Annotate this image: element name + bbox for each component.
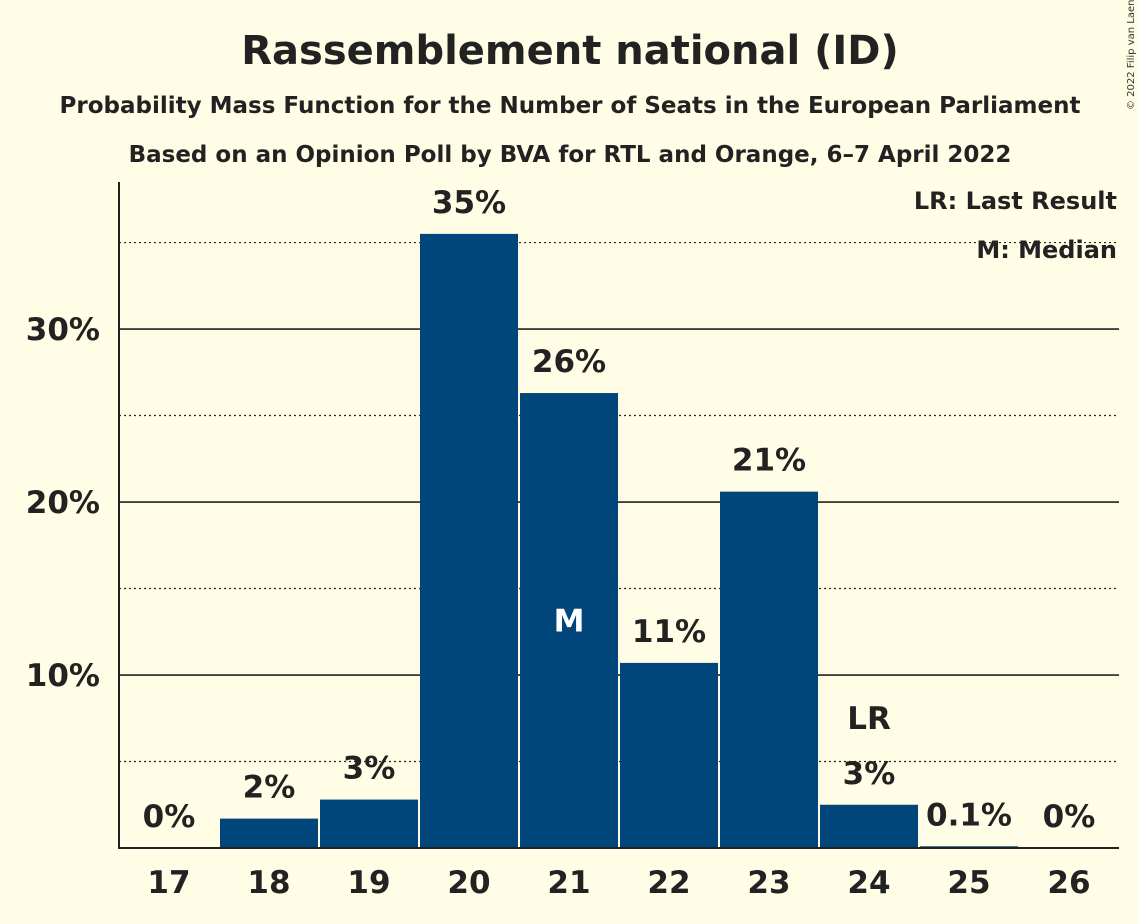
y-tick-label: 20% [26,485,100,521]
x-tick-label-25: 25 [947,865,990,901]
x-tick-label-17: 17 [147,865,190,901]
copyright-note: © 2022 Filip van Laenen [1126,0,1137,110]
data-label-25: 0.1% [926,797,1012,833]
x-tick-label-19: 19 [347,865,390,901]
data-label-21: 26% [532,344,606,380]
y-axis-ticks: 10% 20% 30% [26,312,100,694]
bar-21 [520,393,618,848]
x-tick-label-24: 24 [847,865,890,901]
bar-20 [420,233,518,848]
legend-item-median: M: Median [976,236,1117,264]
data-labels: 0% 2% 3% 35% 26% M 11% 21% 3% LR 0.1% 0% [143,185,1096,835]
chart-title: Rassemblement national (ID) [241,28,899,74]
bar-19 [320,799,418,848]
legend: LR: Last Result M: Median [914,187,1117,264]
y-tick-label: 30% [26,312,100,348]
y-tick-label: 10% [26,658,100,694]
chart-subtitle-source: Based on an Opinion Poll by BVA for RTL … [129,142,1012,168]
x-axis-ticks: 17 18 19 20 21 22 23 24 25 26 [147,865,1090,901]
data-label-24: 3% [843,756,896,792]
median-marker: M [554,604,585,640]
x-tick-label-20: 20 [447,865,490,901]
data-label-17: 0% [143,799,196,835]
legend-item-last-result: LR: Last Result [914,187,1117,215]
gridlines [119,241,1119,763]
bar-22 [620,662,718,848]
bar-18 [220,818,318,848]
x-tick-label-22: 22 [647,865,690,901]
data-label-23: 21% [732,443,806,479]
data-label-18: 2% [243,770,296,806]
chart-subtitle: Probability Mass Function for the Number… [60,93,1081,119]
x-tick-label-18: 18 [247,865,290,901]
data-label-19: 3% [343,751,396,787]
bars [220,233,1018,848]
bar-23 [720,491,818,848]
last-result-marker: LR [847,701,891,737]
x-tick-label-23: 23 [747,865,790,901]
data-label-26: 0% [1043,799,1096,835]
data-label-20: 35% [432,185,506,221]
x-tick-label-21: 21 [547,865,590,901]
data-label-22: 11% [632,614,706,650]
bar-24 [820,804,918,848]
x-tick-label-26: 26 [1047,865,1090,901]
